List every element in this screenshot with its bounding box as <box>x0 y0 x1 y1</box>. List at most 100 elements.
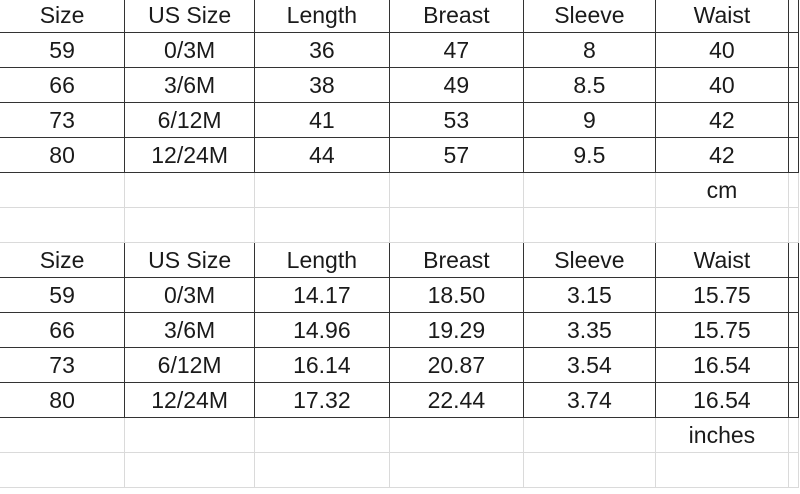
data-cell[interactable]: 40 <box>654 32 790 68</box>
data-cell[interactable]: 14.17 <box>254 277 390 313</box>
empty-cell[interactable] <box>654 207 790 243</box>
data-cell[interactable]: 42 <box>654 137 790 173</box>
empty-cell[interactable] <box>124 207 256 243</box>
empty-cell[interactable] <box>124 452 256 488</box>
empty-cell[interactable] <box>788 242 799 278</box>
data-cell[interactable]: 80 <box>0 382 126 418</box>
data-cell[interactable]: 0/3M <box>124 277 256 313</box>
empty-cell[interactable] <box>388 172 525 208</box>
empty-cell[interactable] <box>788 67 799 103</box>
data-cell[interactable]: 41 <box>254 102 390 138</box>
header-cell[interactable]: Length <box>254 242 390 278</box>
data-cell[interactable]: 36 <box>254 32 390 68</box>
data-cell[interactable]: 9.5 <box>523 137 656 173</box>
empty-cell[interactable] <box>254 452 390 488</box>
empty-cell[interactable] <box>523 417 656 453</box>
data-cell[interactable]: 20.87 <box>388 347 525 383</box>
data-cell[interactable]: 6/12M <box>124 102 256 138</box>
data-cell[interactable]: 8.5 <box>523 67 656 103</box>
data-cell[interactable]: 47 <box>388 32 525 68</box>
unit-row: inches <box>0 417 799 453</box>
data-cell[interactable]: 19.29 <box>388 312 525 348</box>
empty-cell[interactable] <box>124 172 256 208</box>
empty-cell[interactable] <box>523 452 656 488</box>
header-cell[interactable]: Size <box>0 242 126 278</box>
data-cell[interactable]: 73 <box>0 102 126 138</box>
empty-cell[interactable] <box>788 207 799 243</box>
unit-label[interactable]: inches <box>654 417 790 453</box>
empty-cell[interactable] <box>788 172 799 208</box>
header-cell[interactable]: Sleeve <box>523 0 656 33</box>
data-cell[interactable]: 6/12M <box>124 347 256 383</box>
data-cell[interactable]: 80 <box>0 137 126 173</box>
empty-cell[interactable] <box>388 417 525 453</box>
data-cell[interactable]: 57 <box>388 137 525 173</box>
empty-cell[interactable] <box>254 207 390 243</box>
empty-cell[interactable] <box>788 102 799 138</box>
data-cell[interactable]: 12/24M <box>124 137 256 173</box>
table-row: 59 0/3M 36 47 8 40 <box>0 32 799 68</box>
data-cell[interactable]: 3/6M <box>124 67 256 103</box>
empty-cell[interactable] <box>788 417 799 453</box>
data-cell[interactable]: 53 <box>388 102 525 138</box>
empty-cell[interactable] <box>388 207 525 243</box>
data-cell[interactable]: 42 <box>654 102 790 138</box>
data-cell[interactable]: 17.32 <box>254 382 390 418</box>
empty-cell[interactable] <box>0 172 126 208</box>
data-cell[interactable]: 3/6M <box>124 312 256 348</box>
empty-cell[interactable] <box>0 417 126 453</box>
data-cell[interactable]: 66 <box>0 312 126 348</box>
empty-cell[interactable] <box>523 172 656 208</box>
data-cell[interactable]: 44 <box>254 137 390 173</box>
data-cell[interactable]: 18.50 <box>388 277 525 313</box>
data-cell[interactable]: 16.14 <box>254 347 390 383</box>
data-cell[interactable]: 3.74 <box>523 382 656 418</box>
data-cell[interactable]: 38 <box>254 67 390 103</box>
header-cell[interactable]: Length <box>254 0 390 33</box>
header-cell[interactable]: Breast <box>388 0 525 33</box>
data-cell[interactable]: 9 <box>523 102 656 138</box>
empty-cell[interactable] <box>254 172 390 208</box>
header-cell[interactable]: US Size <box>124 0 256 33</box>
empty-cell[interactable] <box>788 137 799 173</box>
data-cell[interactable]: 49 <box>388 67 525 103</box>
unit-label[interactable]: cm <box>654 172 790 208</box>
header-cell[interactable]: Waist <box>654 0 790 33</box>
header-cell[interactable]: Breast <box>388 242 525 278</box>
empty-cell[interactable] <box>788 32 799 68</box>
data-cell[interactable]: 8 <box>523 32 656 68</box>
data-cell[interactable]: 73 <box>0 347 126 383</box>
data-cell[interactable]: 14.96 <box>254 312 390 348</box>
empty-cell[interactable] <box>788 382 799 418</box>
empty-cell[interactable] <box>788 0 799 33</box>
data-cell[interactable]: 15.75 <box>654 312 790 348</box>
empty-cell[interactable] <box>788 452 799 488</box>
data-cell[interactable]: 3.54 <box>523 347 656 383</box>
empty-cell[interactable] <box>523 207 656 243</box>
empty-cell[interactable] <box>254 417 390 453</box>
empty-cell[interactable] <box>788 347 799 383</box>
empty-cell[interactable] <box>388 452 525 488</box>
empty-cell[interactable] <box>788 277 799 313</box>
header-cell[interactable]: US Size <box>124 242 256 278</box>
data-cell[interactable]: 40 <box>654 67 790 103</box>
header-cell[interactable]: Size <box>0 0 126 33</box>
header-cell[interactable]: Waist <box>654 242 790 278</box>
data-cell[interactable]: 16.54 <box>654 347 790 383</box>
empty-cell[interactable] <box>654 452 790 488</box>
header-cell[interactable]: Sleeve <box>523 242 656 278</box>
empty-cell[interactable] <box>124 417 256 453</box>
empty-cell[interactable] <box>0 207 126 243</box>
data-cell[interactable]: 16.54 <box>654 382 790 418</box>
data-cell[interactable]: 22.44 <box>388 382 525 418</box>
data-cell[interactable]: 15.75 <box>654 277 790 313</box>
data-cell[interactable]: 3.15 <box>523 277 656 313</box>
data-cell[interactable]: 66 <box>0 67 126 103</box>
empty-cell[interactable] <box>788 312 799 348</box>
data-cell[interactable]: 12/24M <box>124 382 256 418</box>
empty-cell[interactable] <box>0 452 126 488</box>
data-cell[interactable]: 3.35 <box>523 312 656 348</box>
data-cell[interactable]: 59 <box>0 277 126 313</box>
data-cell[interactable]: 59 <box>0 32 126 68</box>
data-cell[interactable]: 0/3M <box>124 32 256 68</box>
